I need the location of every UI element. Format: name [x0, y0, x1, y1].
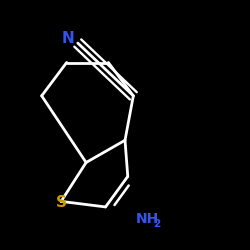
Text: 2: 2 [153, 219, 160, 229]
Text: NH: NH [136, 212, 159, 226]
Text: N: N [62, 32, 74, 46]
Text: S: S [56, 195, 66, 210]
